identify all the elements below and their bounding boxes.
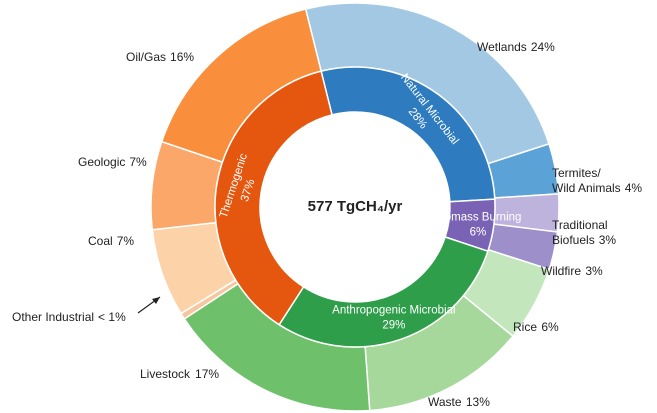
outer-category: Coal	[88, 234, 113, 248]
inner-category: Biomass Burning	[434, 212, 521, 224]
outer-value: 3%	[599, 233, 617, 247]
outer-value: < 1%	[98, 310, 126, 324]
outer-category: Rice	[513, 320, 537, 334]
outer-value: 13%	[466, 395, 490, 409]
center-label: 577 TgCH₄/yr	[308, 198, 403, 215]
outer-category: Waste	[428, 395, 462, 409]
outer-category: Geologic	[78, 155, 125, 169]
outer-category: Wildfire	[541, 264, 581, 278]
outer-category: Termites/Wild Animals	[552, 166, 621, 195]
outer-category: Livestock	[140, 367, 191, 381]
inner-label: Anthropogenic Microbial 29%	[332, 304, 455, 331]
pointer-head	[152, 297, 160, 304]
inner-segment	[214, 70, 333, 326]
outer-category: Traditional Biofuels	[552, 218, 608, 247]
outer-value: 16%	[170, 50, 194, 64]
outer-category: Wetlands	[477, 40, 527, 54]
outer-value: 17%	[195, 367, 219, 381]
outer-category: Other Industrial	[12, 310, 94, 324]
inner-value: 6%	[470, 227, 487, 239]
outer-category: Oil/Gas	[126, 50, 166, 64]
outer-value: 3%	[585, 264, 603, 278]
inner-value: 29%	[382, 319, 405, 331]
outer-value: 6%	[541, 320, 559, 334]
outer-value: 4%	[625, 181, 643, 195]
outer-value: 7%	[129, 155, 147, 169]
outer-value: 7%	[117, 234, 135, 248]
outer-value: 24%	[531, 40, 555, 54]
inner-label: Biomass Burning 6%	[434, 212, 521, 239]
inner-category: Anthropogenic Microbial	[332, 304, 455, 316]
